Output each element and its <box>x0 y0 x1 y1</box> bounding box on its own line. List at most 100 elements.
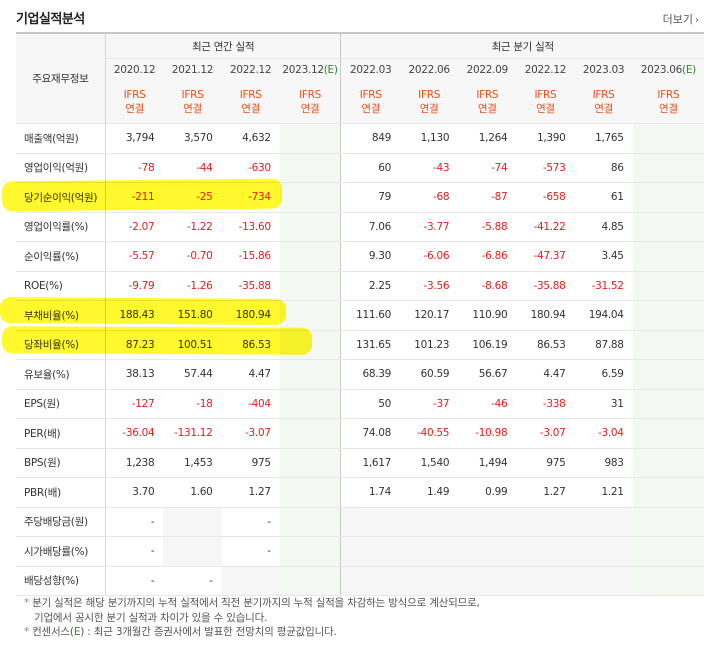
cell-value: 180.94 <box>516 300 575 331</box>
cell-value: 1.27 <box>516 477 575 508</box>
cell-value: 194.04 <box>574 300 633 331</box>
table-row: 당기순이익(억원) -211 -25 -734 79 -68 -87 -658 61 <box>16 182 704 213</box>
cell-value <box>279 536 341 567</box>
cell-value <box>458 507 517 537</box>
cell-value: 101.23 <box>400 330 459 360</box>
cell-value <box>163 507 222 537</box>
cell-value: 1,453 <box>163 448 222 478</box>
table-row: 순이익률(%) -5.57 -0.70 -15.86 9.30 -6.06 -6.86 -47… <box>16 241 704 272</box>
cell-value: 9.30 <box>340 241 401 272</box>
cell-value: -573 <box>516 153 575 183</box>
cell-value: - <box>105 566 164 596</box>
cell-value: 4.47 <box>516 359 575 390</box>
ifrs-label: IFRS 연결 <box>458 81 517 124</box>
cell-value: 74.08 <box>340 418 401 449</box>
cell-value: -87 <box>458 182 517 213</box>
cell-value <box>458 566 517 596</box>
cell-value: -18 <box>163 389 222 419</box>
cell-value <box>279 330 341 360</box>
cell-value: 849 <box>340 123 401 154</box>
cell-value: -1.22 <box>163 212 222 242</box>
cell-value <box>340 566 401 596</box>
cell-value: 111.60 <box>340 300 401 331</box>
cell-value: -630 <box>221 153 280 183</box>
cell-value <box>279 212 341 242</box>
more-link[interactable]: 더보기 › <box>663 11 699 27</box>
ifrs-label: IFRS 연결 <box>163 81 222 124</box>
cell-value: 1.27 <box>221 477 280 508</box>
cell-value: 3.70 <box>105 477 164 508</box>
cell-value: -211 <box>105 182 164 213</box>
cell-value: -31.52 <box>574 271 633 301</box>
cell-value <box>340 507 401 537</box>
row-label: 영업이익률(%) <box>16 212 106 242</box>
table-row: 영업이익(억원) -78 -44 -630 60 -43 -74 -573 86 <box>16 153 704 183</box>
ifrs-label: IFRS 연결 <box>574 81 633 124</box>
cell-value: 87.88 <box>574 330 633 360</box>
cell-value <box>632 359 704 390</box>
period-header: 2020.12 <box>105 58 164 81</box>
period-header: 2022.06 <box>400 58 459 81</box>
cell-value: 68.39 <box>340 359 401 390</box>
cell-value: -36.04 <box>105 418 164 449</box>
ifrs-label: IFRS 연결 <box>105 81 164 124</box>
cell-value <box>279 182 341 213</box>
cell-value: 1.74 <box>340 477 401 508</box>
table-row: 시가배당률(%) - - <box>16 536 704 567</box>
cell-value: 3,794 <box>105 123 164 154</box>
cell-value: -37 <box>400 389 459 419</box>
row-label: 배당성향(%) <box>16 566 106 596</box>
cell-value: -2.07 <box>105 212 164 242</box>
cell-value: 2.25 <box>340 271 401 301</box>
ifrs-label: IFRS 연결 <box>516 81 575 124</box>
period-header: 2023.12(E) <box>279 58 341 81</box>
cell-value <box>632 418 704 449</box>
cell-value: 60 <box>340 153 401 183</box>
cell-value <box>400 566 459 596</box>
header-quarter: 최근 분기 실적 <box>340 32 704 59</box>
cell-value: 120.17 <box>400 300 459 331</box>
cell-value: 1.21 <box>574 477 633 508</box>
cell-value: - <box>105 536 164 567</box>
cell-value: 86 <box>574 153 633 183</box>
cell-value <box>632 477 704 508</box>
row-label: BPS(원) <box>16 448 106 478</box>
cell-value: 87.23 <box>105 330 164 360</box>
table-row: 매출액(억원) 3,794 3,570 4,632 849 1,130 1,264 1,390… <box>16 123 704 154</box>
row-label: 유보율(%) <box>16 359 106 390</box>
cell-value: 7.06 <box>340 212 401 242</box>
cell-value <box>279 389 341 419</box>
cell-value: 1,130 <box>400 123 459 154</box>
footnote-1: * 분기 실적은 해당 분기까지의 누적 실적에서 직전 분기까지의 누적 실적을… <box>24 597 480 609</box>
cell-value <box>279 448 341 478</box>
cell-value <box>632 123 704 154</box>
cell-value <box>279 123 341 154</box>
cell-value: 1,765 <box>574 123 633 154</box>
cell-value: 3,570 <box>163 123 222 154</box>
footnote-2: * 컨센서스(E) : 최근 3개월간 증권사에서 발표한 전망치의 평균값입니다… <box>24 626 337 638</box>
cell-value: 975 <box>516 448 575 478</box>
cell-value: 106.19 <box>458 330 517 360</box>
cell-value <box>279 153 341 183</box>
cell-value <box>340 536 401 567</box>
cell-value: 1,390 <box>516 123 575 154</box>
cell-value <box>279 359 341 390</box>
cell-value <box>632 448 704 478</box>
cell-value: 188.43 <box>105 300 164 331</box>
cell-value: 38.13 <box>105 359 164 390</box>
cell-value <box>400 536 459 567</box>
cell-value: 983 <box>574 448 633 478</box>
cell-value: -40.55 <box>400 418 459 449</box>
cell-value: 3.45 <box>574 241 633 272</box>
cell-value: - <box>163 566 222 596</box>
period-header: 2023.06(E) <box>632 58 704 81</box>
row-label: 부채비율(%) <box>16 300 106 331</box>
cell-value: -3.56 <box>400 271 459 301</box>
cell-value <box>632 566 704 596</box>
cell-value <box>632 300 704 331</box>
cell-value: -3.04 <box>574 418 633 449</box>
cell-value: 151.80 <box>163 300 222 331</box>
table-row: 배당성향(%) - - <box>16 566 704 596</box>
cell-value <box>279 241 341 272</box>
cell-value <box>574 507 633 537</box>
